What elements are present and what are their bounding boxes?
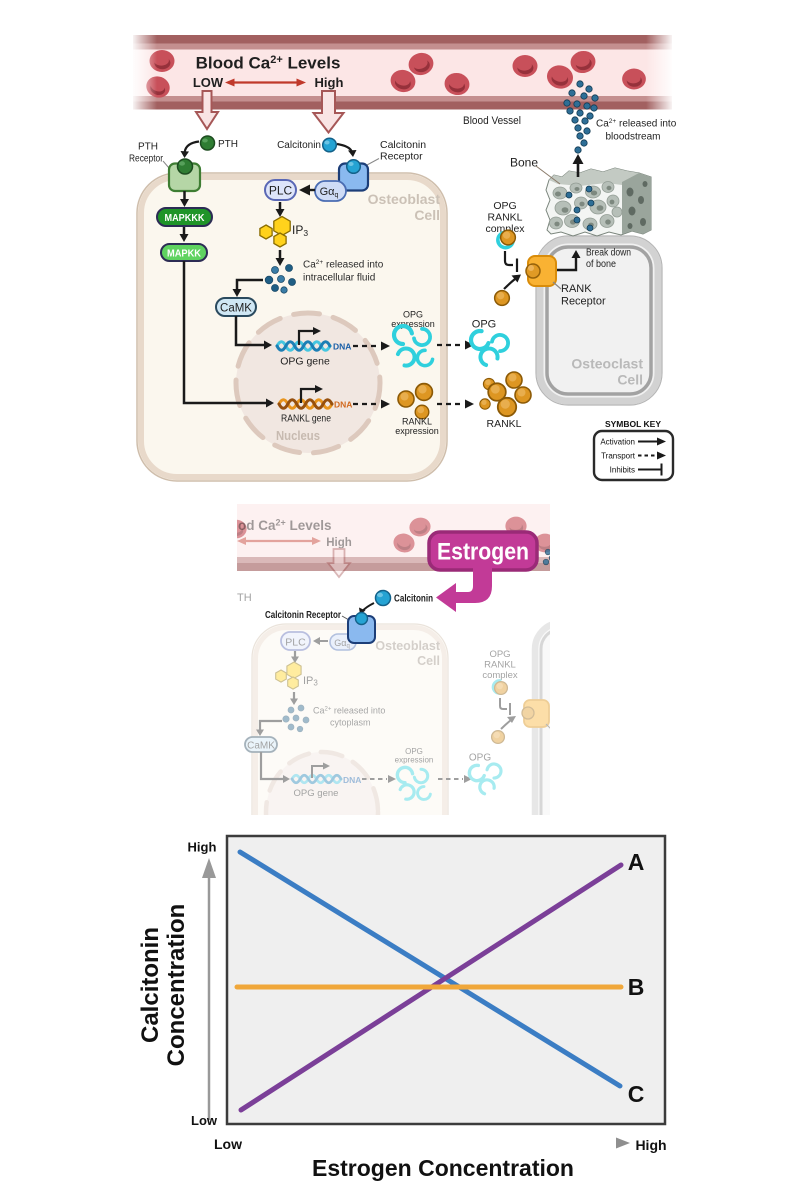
svg-text:Calcitonin: Calcitonin: [380, 139, 426, 151]
svg-text:LOW: LOW: [193, 75, 224, 90]
svg-text:B: B: [628, 974, 645, 1000]
svg-text:bloodstream: bloodstream: [605, 132, 660, 143]
svg-text:Low: Low: [214, 1136, 242, 1152]
svg-text:Calcitonin: Calcitonin: [394, 594, 433, 605]
svg-text:RANKL: RANKL: [486, 418, 521, 430]
svg-text:RANKL gene: RANKL gene: [281, 413, 331, 425]
svg-text:Break down: Break down: [586, 248, 631, 259]
svg-text:OPG: OPG: [489, 649, 510, 660]
svg-text:Calcitonin: Calcitonin: [137, 927, 164, 1043]
svg-text:Calcitonin: Calcitonin: [277, 140, 321, 151]
svg-text:Estrogen Concentration: Estrogen Concentration: [312, 1155, 574, 1181]
svg-text:PLC: PLC: [285, 637, 306, 649]
svg-text:Estrogen: Estrogen: [437, 539, 529, 566]
svg-text:of bone: of bone: [586, 259, 616, 270]
svg-text:OPG: OPG: [403, 310, 423, 320]
svg-text:RANK: RANK: [561, 283, 592, 295]
svg-text:CaMK: CaMK: [220, 303, 252, 315]
svg-text:Ca2+ released into: Ca2+ released into: [313, 706, 385, 716]
svg-text:Osteoblast: Osteoblast: [368, 191, 441, 207]
svg-text:High: High: [315, 75, 344, 90]
svg-text:DNA: DNA: [333, 342, 351, 352]
svg-text:Receptor: Receptor: [129, 154, 164, 165]
svg-text:MAPKK: MAPKK: [167, 249, 202, 260]
svg-text:PTH: PTH: [138, 142, 158, 153]
svg-text:High: High: [635, 1137, 666, 1153]
svg-text:Osteoclast: Osteoclast: [571, 356, 643, 372]
svg-text:expression: expression: [395, 756, 434, 765]
svg-text:Ca2+ released into: Ca2+ released into: [596, 118, 677, 130]
svg-text:Calcitonin Receptor: Calcitonin Receptor: [265, 610, 341, 621]
svg-text:PLC: PLC: [269, 184, 293, 198]
svg-text:PTH: PTH: [218, 139, 238, 150]
svg-text:High: High: [188, 840, 217, 855]
svg-text:Osteoblast: Osteoblast: [375, 639, 440, 653]
svg-text:od Ca2+ Levels: od Ca2+ Levels: [238, 518, 332, 534]
svg-text:Bone: Bone: [510, 156, 538, 170]
svg-text:CaMK: CaMK: [247, 741, 275, 752]
svg-text:A: A: [628, 849, 645, 875]
svg-text:Cell: Cell: [417, 654, 440, 668]
svg-text:Low: Low: [191, 1113, 218, 1128]
svg-text:Receptor: Receptor: [561, 296, 606, 308]
svg-text:Concentration: Concentration: [163, 904, 190, 1067]
svg-text:OPG: OPG: [493, 200, 516, 212]
svg-text:complex: complex: [482, 670, 518, 681]
svg-text:expression: expression: [391, 319, 435, 329]
svg-text:Ca2+ released into: Ca2+ released into: [303, 259, 384, 271]
svg-text:OPG gene: OPG gene: [294, 788, 339, 799]
svg-text:expression: expression: [395, 426, 439, 436]
svg-text:OPG: OPG: [472, 319, 496, 331]
svg-text:Receptor: Receptor: [380, 151, 423, 163]
svg-text:Nucleus: Nucleus: [276, 428, 320, 443]
svg-text:Cell: Cell: [617, 372, 643, 388]
svg-text:DNA: DNA: [334, 400, 352, 410]
svg-text:Cell: Cell: [414, 207, 440, 223]
svg-text:RANKL: RANKL: [402, 417, 432, 427]
svg-text:DNA: DNA: [343, 775, 361, 785]
svg-text:SYMBOL KEY: SYMBOL KEY: [605, 419, 661, 429]
svg-text:Inhibits: Inhibits: [610, 465, 635, 474]
svg-text:High: High: [326, 537, 352, 549]
svg-text:MAPKKK: MAPKKK: [165, 213, 206, 224]
svg-text:IP3: IP3: [303, 675, 318, 688]
svg-text:Blood Vessel: Blood Vessel: [463, 115, 521, 127]
svg-text:OPG: OPG: [405, 747, 423, 756]
svg-text:complex: complex: [485, 223, 525, 235]
svg-text:OPG: OPG: [469, 753, 491, 764]
svg-text:C: C: [628, 1081, 645, 1107]
svg-text:Gαq: Gαq: [320, 186, 339, 199]
svg-text:Gαq: Gαq: [334, 638, 350, 650]
svg-text:RANKL: RANKL: [484, 660, 516, 671]
svg-text:intracellular fluid: intracellular fluid: [303, 273, 375, 284]
svg-text:Transport: Transport: [601, 452, 636, 461]
svg-text:Blood Ca2+ Levels: Blood Ca2+ Levels: [196, 54, 341, 73]
svg-text:TH: TH: [237, 592, 252, 604]
svg-text:Activation: Activation: [600, 438, 635, 447]
svg-text:RANKL: RANKL: [487, 212, 522, 224]
svg-text:OPG gene: OPG gene: [280, 356, 330, 368]
svg-text:cytoplasm: cytoplasm: [330, 718, 371, 728]
